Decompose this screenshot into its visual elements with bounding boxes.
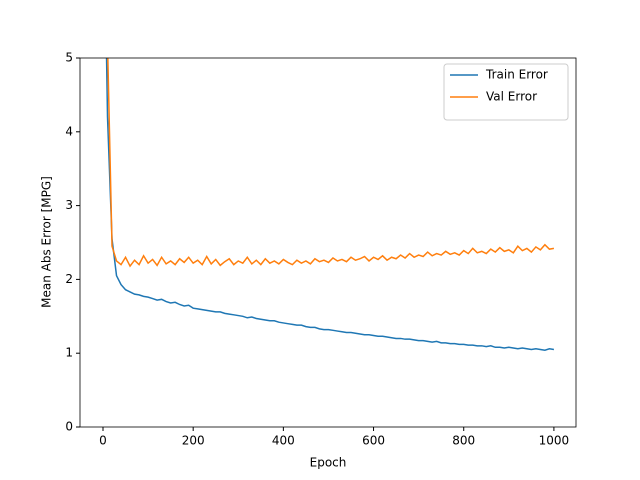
y-tick-label: 3 [65, 198, 73, 212]
y-axis-label: Mean Abs Error [MPG] [40, 176, 54, 308]
x-tick-label: 400 [272, 434, 295, 448]
x-axis-label: Epoch [310, 456, 347, 470]
legend-box [443, 63, 569, 121]
x-tick-label: 200 [182, 434, 205, 448]
x-tick-label: 1000 [539, 434, 570, 448]
x-tick-label: 600 [362, 434, 385, 448]
y-tick-label: 5 [65, 51, 73, 65]
y-tick-label: 2 [65, 272, 73, 286]
y-tick-label: 4 [65, 124, 73, 138]
legend-label: Train Error [485, 68, 548, 82]
y-tick-label: 0 [65, 420, 73, 434]
plot-lines [105, 58, 555, 352]
series-line [105, 58, 555, 352]
y-tick-label: 1 [65, 346, 73, 360]
x-tick-label: 0 [99, 434, 107, 448]
x-tick-label: 800 [452, 434, 475, 448]
series-line [107, 58, 555, 268]
plot-frame [79, 57, 577, 428]
legend-label: Val Error [486, 90, 537, 104]
